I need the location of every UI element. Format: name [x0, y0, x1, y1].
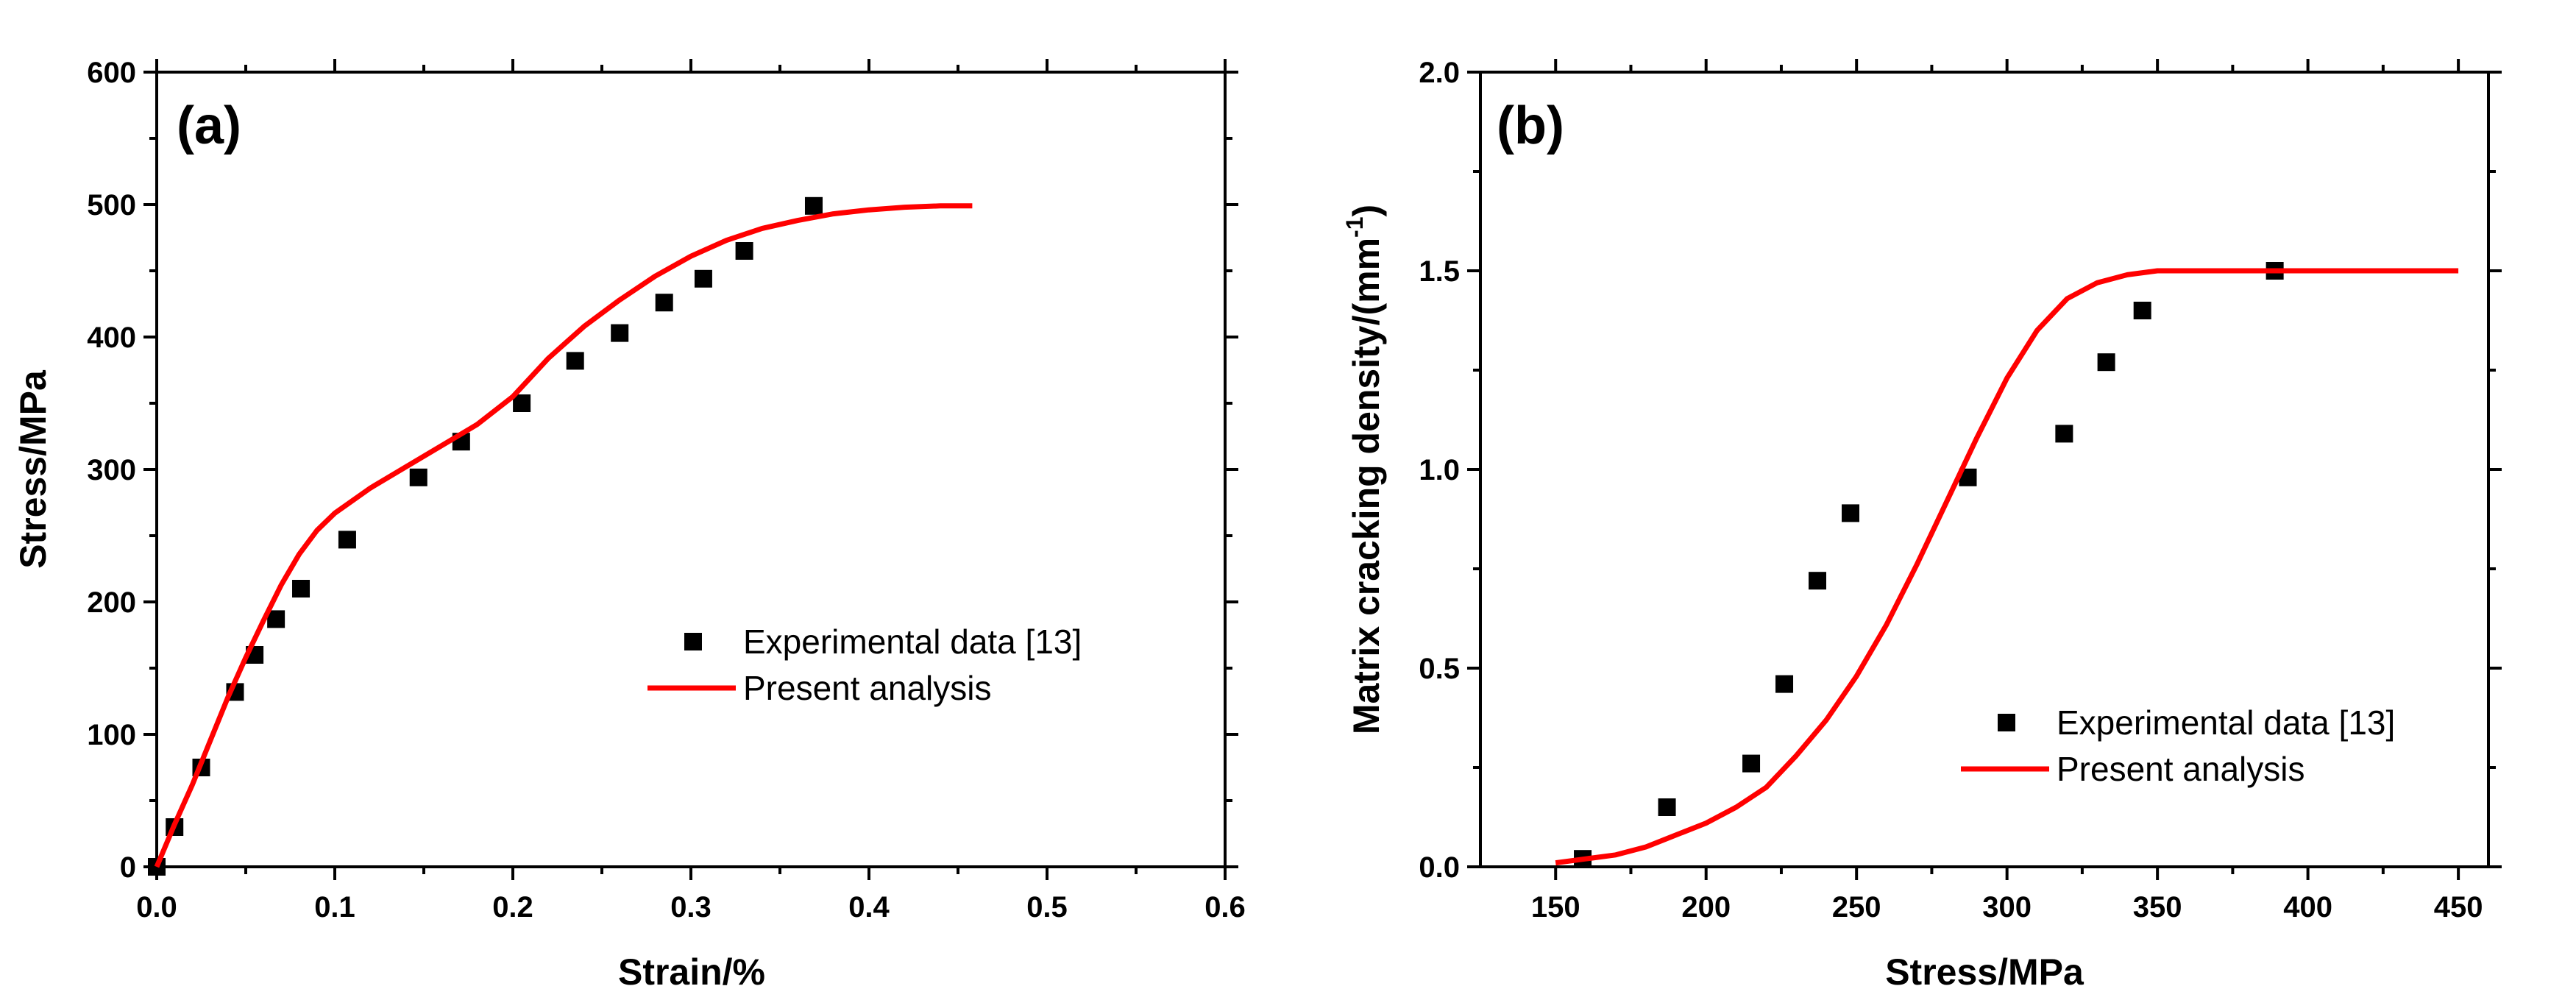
- series-line-present-analysis: [154, 203, 973, 868]
- plot-frame: [1479, 71, 2490, 868]
- data-point-experimental: [611, 324, 629, 342]
- y-tick-label: 0.5: [1419, 653, 1460, 685]
- x-tick-label: 200: [1681, 891, 1731, 923]
- data-point-experimental: [409, 468, 427, 486]
- legend-label-experimental: Experimental data [13]: [2057, 703, 2395, 742]
- x-tick-label: 0.6: [1204, 891, 1246, 923]
- x-tick-label: 450: [2434, 891, 2483, 923]
- data-point-experimental: [1658, 798, 1676, 816]
- y-axis-title-text: Stress/MPa: [13, 369, 54, 569]
- legend-label-experimental: Experimental data [13]: [743, 623, 1082, 661]
- x-tick-label: 0.0: [136, 891, 177, 923]
- x-tick-label: 300: [1982, 891, 2032, 923]
- y-tick-label: 2.0: [1419, 57, 1460, 89]
- y-axis-title-suffix: ): [1346, 205, 1387, 217]
- legend-marker-experimental: [684, 633, 702, 650]
- data-point-experimental: [1775, 675, 1794, 693]
- legend-marker-experimental: [1998, 714, 2015, 731]
- legend-label-present-analysis: Present analysis: [2057, 750, 2305, 788]
- y-axis-title-text: Matrix cracking density/(mm: [1346, 238, 1387, 734]
- y-tick-label: 500: [87, 189, 136, 221]
- data-point-experimental: [267, 610, 285, 628]
- data-point-experimental: [655, 294, 673, 312]
- data-point-experimental: [694, 269, 712, 288]
- data-point-experimental: [2133, 302, 2151, 319]
- x-axis-title: Strain/%: [618, 951, 765, 993]
- data-point-experimental: [513, 394, 531, 412]
- x-tick-label: 150: [1531, 891, 1580, 923]
- x-tick-label: 350: [2133, 891, 2182, 923]
- y-axis-title-superscript: -1: [1341, 216, 1368, 237]
- y-tick-label: 600: [87, 57, 136, 89]
- plot-frame: [155, 71, 1227, 868]
- data-point-experimental: [2055, 425, 2073, 443]
- x-axis-title: Stress/MPa: [1885, 951, 2084, 993]
- legend: Experimental data [13] Present analysis: [647, 623, 1082, 707]
- data-point-experimental: [1742, 754, 1761, 773]
- data-point-experimental: [1809, 572, 1827, 590]
- y-axis-title: Stress/MPa: [13, 369, 54, 569]
- legend-label-present-analysis: Present analysis: [743, 669, 992, 707]
- y-tick-label: 0.0: [1419, 851, 1460, 884]
- y-tick-label: 400: [87, 322, 136, 354]
- panel-label: (a): [177, 96, 241, 155]
- data-point-experimental: [566, 352, 584, 370]
- data-point-experimental: [1842, 504, 1860, 522]
- x-tick-label: 0.1: [314, 891, 355, 923]
- panel-label: (b): [1497, 96, 1564, 155]
- x-tick-label: 0.5: [1026, 891, 1068, 923]
- x-tick-label: 0.4: [848, 891, 890, 923]
- series-line-present-analysis: [1555, 268, 2459, 866]
- x-tick-label: 400: [2283, 891, 2332, 923]
- x-tick-label: 250: [1832, 891, 1881, 923]
- data-point-experimental: [292, 580, 311, 597]
- y-tick-label: 100: [87, 719, 136, 751]
- y-tick-label: 0: [120, 851, 136, 884]
- data-point-experimental: [338, 531, 356, 549]
- panel-a-chart: 0.0 0.1 0.2 0.3 0.4 0.5 0.6 0 100 200 300 400 500 600…: [13, 57, 1246, 993]
- x-tick-label: 0.2: [492, 891, 533, 923]
- y-tick-label: 1.0: [1419, 454, 1460, 486]
- data-point-experimental: [804, 196, 823, 215]
- x-tick-label: 0.3: [670, 891, 712, 923]
- panel-b-chart: 150 200 250 300 350 400 450 0.0 0.5 1.0 1.5 2.0 (b) S…: [1341, 57, 2502, 993]
- y-tick-label: 200: [87, 586, 136, 619]
- legend: Experimental data [13] Present analysis: [1961, 703, 2395, 788]
- y-tick-label: 1.5: [1419, 255, 1460, 288]
- y-tick-label: 300: [87, 454, 136, 486]
- data-point-experimental: [2097, 353, 2115, 372]
- y-axis-title: Matrix cracking density/(mm-1): [1341, 205, 1387, 734]
- data-point-experimental: [735, 242, 753, 260]
